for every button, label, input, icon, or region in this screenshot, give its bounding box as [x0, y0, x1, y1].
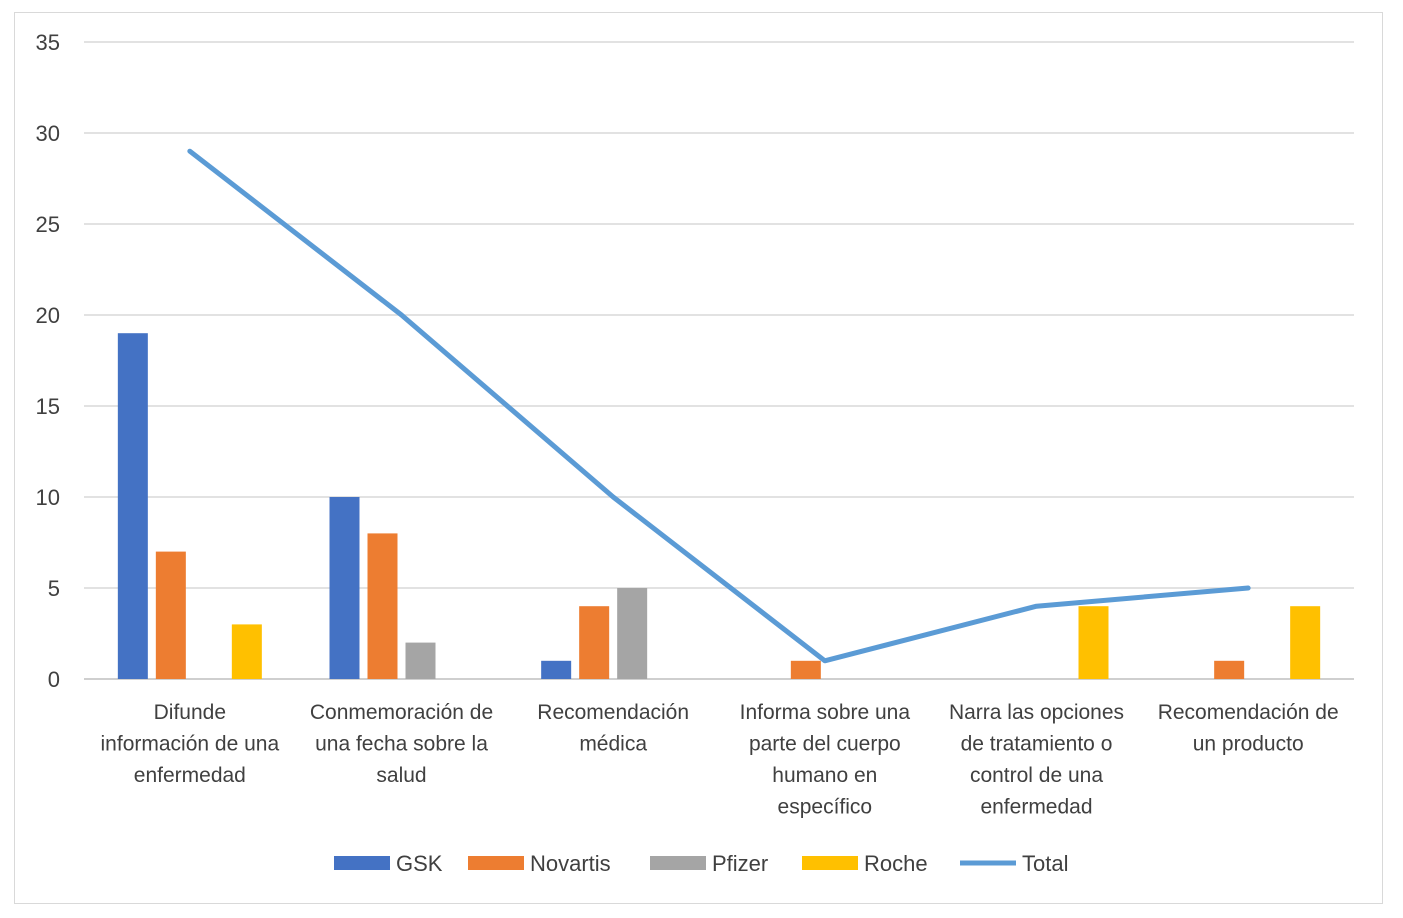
x-category-label: Difunde información de una enfermedad [101, 701, 280, 787]
x-category-label: Narra las opciones de tratamiento o contro… [949, 701, 1124, 819]
legend: GSK Novartis Pfizer Roche Total [334, 851, 1068, 876]
chart-frame [14, 12, 1383, 904]
legend-label-total: Total [1022, 851, 1068, 876]
bar-novartis [155, 551, 186, 679]
legend-swatch-novartis [468, 856, 524, 870]
legend-swatch-pfizer [650, 856, 706, 870]
x-category-label: Informa sobre una parte del cuerpo humano … [740, 701, 911, 819]
total-line [187, 148, 1251, 664]
bar-novartis [579, 606, 610, 679]
x-category-label: Recomendación de un producto [1158, 701, 1339, 756]
y-tick-label: 25 [36, 212, 60, 237]
legend-label-roche: Roche [864, 851, 928, 876]
bar-novartis [1214, 660, 1245, 679]
bar-roche [1078, 606, 1109, 679]
legend-label-pfizer: Pfizer [712, 851, 768, 876]
bar-gsk [329, 497, 360, 679]
x-category-label: Recomendación médica [537, 701, 689, 756]
line-total [187, 148, 1251, 664]
y-tick-label: 5 [48, 576, 60, 601]
bars [117, 333, 1321, 679]
y-tick-label: 15 [36, 394, 60, 419]
y-tick-label: 30 [36, 121, 60, 146]
legend-label-novartis: Novartis [530, 851, 611, 876]
x-category-label: Conmemoración de una fecha sobre la salud [310, 701, 493, 787]
bar-novartis [367, 533, 398, 679]
bar-pfizer [617, 588, 648, 679]
gridlines [84, 41, 1354, 680]
y-tick-label: 35 [36, 30, 60, 55]
bar-roche [1290, 606, 1321, 679]
y-tick-label: 0 [48, 667, 60, 692]
y-tick-label: 10 [36, 485, 60, 510]
legend-swatch-gsk [334, 856, 390, 870]
y-axis-ticks: 0 5 10 15 20 25 30 35 [36, 30, 60, 692]
bar-novartis [790, 660, 821, 679]
y-tick-label: 20 [36, 303, 60, 328]
legend-label-gsk: GSK [396, 851, 443, 876]
bar-pfizer [405, 642, 436, 679]
bar-gsk [541, 660, 572, 679]
x-axis-labels: Difunde información de una enfermedad Conme… [101, 701, 1339, 819]
legend-swatch-roche [802, 856, 858, 870]
bar-roche [231, 624, 262, 679]
bar-gsk [117, 333, 148, 679]
